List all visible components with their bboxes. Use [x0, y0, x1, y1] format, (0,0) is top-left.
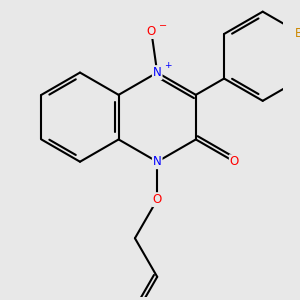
Text: Br: Br	[295, 28, 300, 40]
Text: O: O	[153, 193, 162, 206]
Text: N: N	[153, 155, 162, 168]
Text: N: N	[153, 66, 162, 79]
Text: O: O	[230, 155, 239, 168]
Text: O: O	[147, 25, 156, 38]
Text: −: −	[159, 21, 167, 31]
Text: +: +	[164, 61, 172, 70]
